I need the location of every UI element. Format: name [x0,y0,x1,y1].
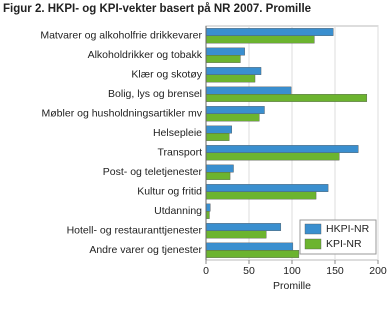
legend-swatch [304,238,322,250]
bar [205,211,210,219]
chart-title: Figur 2. HKPI- og KPI-vekter basert på N… [3,3,311,15]
y-tick-label: Klær og skotøy [131,69,202,81]
bar [205,191,317,200]
bar [205,113,260,122]
bar [205,152,340,161]
bar [205,133,230,141]
bar [205,230,267,239]
bar [205,55,241,63]
bar [205,145,359,153]
y-tick-label: Kultur og fritid [137,186,202,198]
bar [205,94,368,102]
bar [205,242,294,251]
bar [205,67,262,75]
bar [205,47,245,56]
x-tick-label: 200 [369,265,387,277]
y-tick-label: Bolig, lys og brensel [108,88,202,100]
legend-label: KPI-NR [326,238,362,250]
bar [205,172,231,180]
y-tick-label: Møbler og husholdningsartikler mv [42,108,203,120]
bar [205,86,292,95]
y-tick-label: Hotell- og restauranttjenester [67,225,203,237]
bar [205,35,315,44]
bar [205,250,300,258]
x-tick-label: 150 [326,265,344,277]
y-tick-label: Utdanning [154,205,202,217]
bar [205,223,282,231]
x-tick-label: 50 [243,265,255,277]
y-tick-label: Post- og teletjenester [103,166,203,178]
y-tick-label: Matvarer og alkoholfrie drikkevarer [40,30,202,42]
x-axis-label: Promille [273,280,311,292]
bar [205,106,265,114]
x-tick-label: 100 [283,265,301,277]
bar [205,125,232,134]
bar [205,184,329,192]
bar [205,164,234,173]
bar [205,203,211,212]
y-tick-label: Helsepleie [153,127,202,139]
x-tick-label: 0 [203,265,209,277]
legend-swatch [304,223,322,235]
bar [205,74,256,83]
y-tick-label: Alkoholdrikker og tobakk [88,49,203,61]
legend-label: HKPI-NR [326,223,370,235]
y-tick-label: Andre varer og tjenester [89,244,202,256]
bar [205,28,334,36]
y-tick-label: Transport [157,147,202,159]
